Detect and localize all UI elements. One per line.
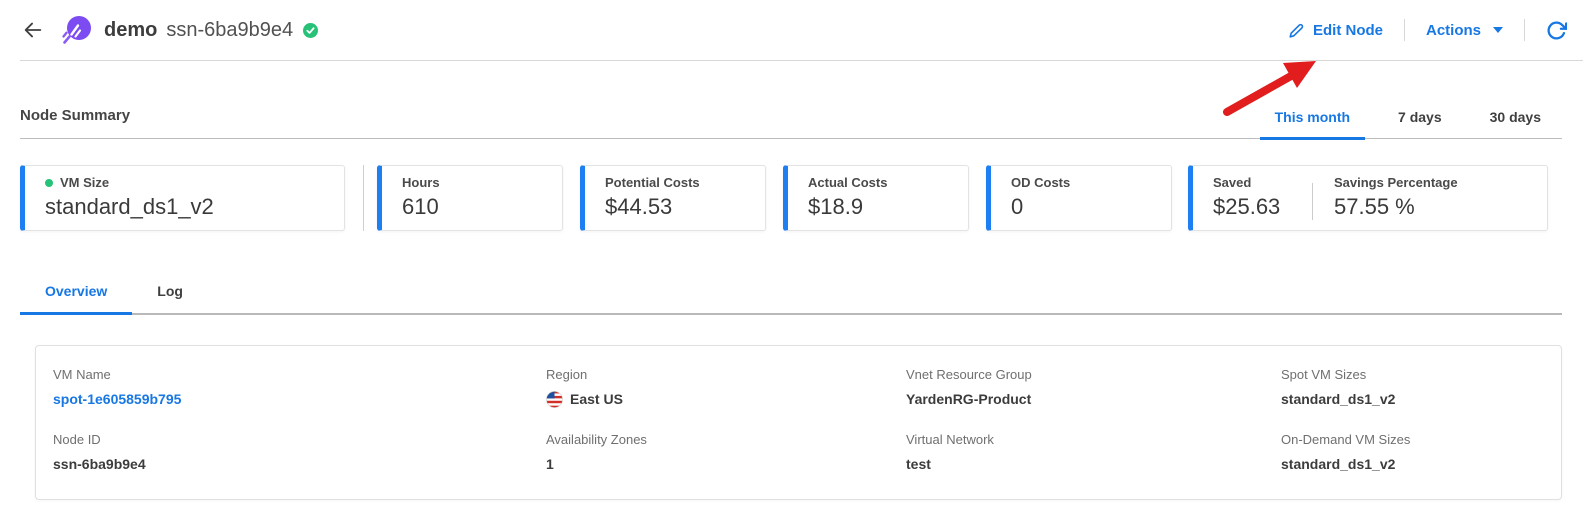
hours-card: Hours 610 [377, 165, 563, 231]
chevron-down-icon [1493, 27, 1503, 33]
field-value-row: East US [546, 390, 906, 408]
field-label: VM Name [53, 366, 111, 382]
card-label: Hours [402, 175, 440, 190]
tab-7-days[interactable]: 7 days [1398, 109, 1442, 125]
card-value: $18.9 [808, 194, 864, 219]
field-virtual-network: Virtual Network test [906, 432, 1281, 473]
field-vm-name: VM Name spot-1e605859b795 [53, 367, 546, 409]
field-value: test [906, 455, 931, 472]
cards-divider [363, 165, 364, 231]
node-id-title: ssn-6ba9b9e4 [166, 18, 294, 41]
card-label: Potential Costs [605, 175, 700, 190]
status-dot-icon [45, 178, 53, 187]
node-summary-bar: Node Summary This month 7 days 30 days [20, 61, 1562, 140]
time-range-tabs: This month 7 days 30 days [1242, 109, 1562, 140]
od-costs-card: OD Costs 0 [986, 165, 1172, 231]
card-value: 0 [1011, 194, 1024, 219]
field-value: 1 [546, 455, 554, 472]
spot-logo-icon [61, 15, 92, 46]
savings-percentage-group: Savings Percentage 57.55 % [1334, 166, 1458, 230]
field-value: standard_ds1_v2 [1281, 455, 1396, 472]
header-divider [1403, 19, 1405, 41]
actions-label: Actions [1425, 21, 1481, 39]
potential-costs-card: Potential Costs $44.53 [580, 165, 766, 231]
field-label: Node ID [53, 431, 101, 447]
check-circle-icon [303, 22, 319, 38]
card-value: 610 [402, 194, 439, 219]
pencil-icon [1288, 22, 1305, 39]
actual-costs-card: Actual Costs $18.9 [783, 165, 969, 231]
cluster-name: demo [104, 18, 158, 41]
summary-cards-row: VM Size standard_ds1_v2 Hours 610 Potent… [20, 165, 1548, 231]
vm-size-card: VM Size standard_ds1_v2 [20, 165, 345, 231]
header-divider [1524, 19, 1525, 41]
field-spot-vm-sizes: Spot VM Sizes standard_ds1_v2 [1281, 367, 1561, 409]
field-label: Virtual Network [906, 431, 994, 447]
card-value: $44.53 [605, 194, 673, 219]
overview-details-card: VM Name spot-1e605859b795 Region [35, 344, 1562, 500]
field-label: Spot VM Sizes [1281, 366, 1367, 382]
tab-log[interactable]: Log [157, 283, 183, 299]
card-value: 57.55 % [1334, 194, 1415, 219]
back-arrow-icon [22, 19, 44, 41]
tab-30-days[interactable]: 30 days [1489, 109, 1541, 125]
card-value: $25.63 [1213, 194, 1281, 219]
node-summary-heading: Node Summary [20, 107, 131, 124]
card-label: Savings Percentage [1334, 175, 1458, 190]
field-value: standard_ds1_v2 [1281, 390, 1396, 407]
page-header: demo ssn-6ba9b9e4 Edit Node Actions [20, 0, 1583, 61]
back-button[interactable] [20, 17, 46, 43]
field-label: Availability Zones [546, 431, 647, 447]
savings-card: Saved $25.63 Savings Percentage 57.55 % [1188, 165, 1548, 231]
tab-overview[interactable]: Overview [20, 283, 133, 315]
field-label: On-Demand VM Sizes [1281, 431, 1411, 447]
tab-this-month[interactable]: This month [1259, 109, 1366, 140]
field-label: Vnet Resource Group [906, 366, 1032, 382]
actions-dropdown-button[interactable]: Actions [1426, 22, 1503, 39]
field-vnet-resource-group: Vnet Resource Group YardenRG-Product [906, 367, 1281, 409]
field-label: Region [546, 366, 588, 382]
refresh-icon [1546, 20, 1567, 41]
card-label: Actual Costs [808, 175, 888, 190]
field-region: Region [546, 367, 906, 409]
card-label-row: VM Size [45, 175, 344, 190]
field-value: ssn-6ba9b9e4 [53, 455, 146, 472]
savings-divider [1312, 183, 1313, 220]
card-label: VM Size [60, 175, 110, 190]
edit-node-label: Edit Node [1312, 21, 1383, 39]
edit-node-button[interactable]: Edit Node [1288, 22, 1383, 39]
saved-group: Saved $25.63 [1193, 166, 1298, 230]
card-value: standard_ds1_v2 [45, 194, 214, 219]
field-availability-zones: Availability Zones 1 [546, 432, 906, 473]
field-on-demand-vm-sizes: On-Demand VM Sizes standard_ds1_v2 [1281, 432, 1561, 473]
card-label: Saved [1213, 175, 1252, 190]
field-node-id: Node ID ssn-6ba9b9e4 [53, 432, 546, 473]
card-label: OD Costs [1011, 175, 1071, 190]
field-value: YardenRG-Product [906, 390, 1032, 407]
us-flag-icon [546, 390, 563, 408]
region-value: East US [570, 391, 623, 407]
vm-name-link[interactable]: spot-1e605859b795 [53, 390, 182, 407]
refresh-button[interactable] [1546, 20, 1567, 41]
content-tabs: Overview Log [20, 283, 1562, 315]
